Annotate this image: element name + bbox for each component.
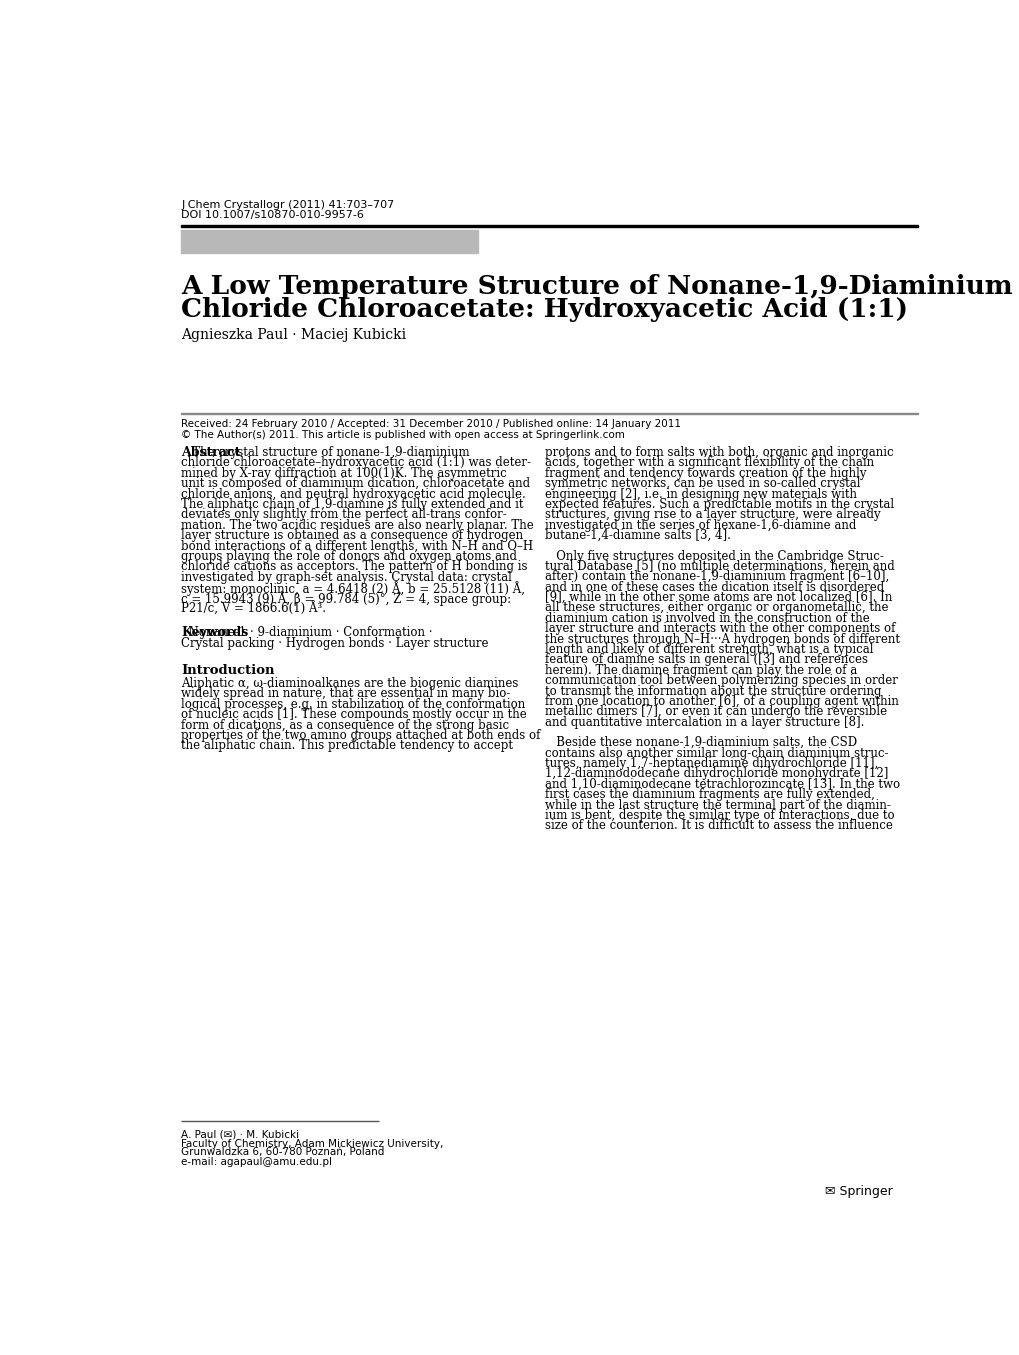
Text: the aliphatic chain. This predictable tendency to accept: the aliphatic chain. This predictable te… — [181, 740, 513, 752]
Text: DOI 10.1007/s10870-010-9957-6: DOI 10.1007/s10870-010-9957-6 — [181, 210, 364, 221]
Text: the structures through N–H···A hydrogen bonds of different: the structures through N–H···A hydrogen … — [544, 633, 899, 646]
Text: bond interactions of a different lengths, with N–H and O–H: bond interactions of a different lengths… — [181, 539, 533, 553]
Text: of nucleic acids [1]. These compounds mostly occur in the: of nucleic acids [1]. These compounds mo… — [181, 709, 527, 721]
Text: Grunwaldzka 6, 60-780 Poznań, Poland: Grunwaldzka 6, 60-780 Poznań, Poland — [181, 1148, 384, 1157]
Text: c = 15.9943 (9) Å, β = 99.784 (5)°, Z = 4, space group:: c = 15.9943 (9) Å, β = 99.784 (5)°, Z = … — [181, 592, 511, 607]
Text: acids, together with a significant flexibility of the chain: acids, together with a significant flexi… — [544, 457, 873, 469]
Text: ORIGINAL PAPER: ORIGINAL PAPER — [193, 233, 289, 245]
Text: symmetric networks, can be used in so-called crystal: symmetric networks, can be used in so-ca… — [544, 477, 860, 491]
Text: chloride cations as acceptors. The pattern of H bonding is: chloride cations as acceptors. The patte… — [181, 561, 527, 573]
Text: and in one of these cases the dication itself is disordered: and in one of these cases the dication i… — [544, 581, 883, 593]
Text: A Low Temperature Structure of Nonane-1,9-Diaminium: A Low Temperature Structure of Nonane-1,… — [181, 274, 1012, 299]
Text: Crystal packing · Hydrogen bonds · Layer structure: Crystal packing · Hydrogen bonds · Layer… — [181, 637, 488, 649]
Text: logical processes, e.g. in stabilization of the conformation: logical processes, e.g. in stabilization… — [181, 698, 525, 711]
Text: Keywords: Keywords — [181, 626, 249, 640]
Text: tures, namely 1,7-heptanediamine dihydrochloride [11],: tures, namely 1,7-heptanediamine dihydro… — [544, 757, 877, 770]
Text: Only five structures deposited in the Cambridge Struc-: Only five structures deposited in the Ca… — [544, 550, 882, 562]
Text: contains also another similar long-chain diaminium struc-: contains also another similar long-chain… — [544, 747, 888, 760]
Text: Agnieszka Paul · Maciej Kubicki: Agnieszka Paul · Maciej Kubicki — [181, 328, 406, 343]
Text: all these structures, either organic or organometallic, the: all these structures, either organic or … — [544, 602, 888, 615]
Text: P21/c, V = 1866.6(1) Å³.: P21/c, V = 1866.6(1) Å³. — [181, 602, 326, 617]
Text: tural Database [5] (no multiple determinations, herein and: tural Database [5] (no multiple determin… — [544, 560, 894, 573]
Text: Chloride Chloroacetate: Hydroxyacetic Acid (1:1): Chloride Chloroacetate: Hydroxyacetic Ac… — [181, 297, 907, 322]
Text: chloride chloroacetate–hydroxyacetic acid (1:1) was deter-: chloride chloroacetate–hydroxyacetic aci… — [181, 457, 531, 469]
Text: first cases the diaminium fragments are fully extended,: first cases the diaminium fragments are … — [544, 789, 874, 801]
Text: © The Author(s) 2011. This article is published with open access at Springerlink: © The Author(s) 2011. This article is pu… — [181, 430, 625, 440]
Text: ium is bent, despite the similar type of interactions, due to: ium is bent, despite the similar type of… — [544, 809, 894, 822]
Bar — [181, 230, 477, 253]
Text: ✉ Springer: ✉ Springer — [824, 1186, 892, 1198]
Text: diaminium cation is involved in the construction of the: diaminium cation is involved in the cons… — [544, 612, 869, 625]
Text: and 1,10-diaminodecane tetrachlorozincate [13]. In the two: and 1,10-diaminodecane tetrachlorozincat… — [544, 778, 899, 791]
Text: to transmit the information about the structure ordering: to transmit the information about the st… — [544, 684, 880, 698]
Text: widely spread in nature, that are essential in many bio-: widely spread in nature, that are essent… — [181, 687, 511, 701]
Text: feature of diamine salts in general ([3] and references: feature of diamine salts in general ([3]… — [544, 653, 867, 667]
Text: J Chem Crystallogr (2011) 41:703–707: J Chem Crystallogr (2011) 41:703–707 — [181, 199, 394, 210]
Text: Aliphatic α, ω-diaminoalkanes are the biogenic diamines: Aliphatic α, ω-diaminoalkanes are the bi… — [181, 678, 518, 690]
Text: Abstract: Abstract — [181, 446, 240, 459]
Text: The crystal structure of nonane-1,9-diaminium: The crystal structure of nonane-1,9-diam… — [181, 446, 470, 459]
Text: communication tool between polymerizing species in order: communication tool between polymerizing … — [544, 675, 897, 687]
Text: metallic dimers [7], or even it can undergo the reversible: metallic dimers [7], or even it can unde… — [544, 706, 887, 718]
Text: mation. The two acidic residues are also nearly planar. The: mation. The two acidic residues are also… — [181, 519, 534, 531]
Text: size of the counterion. It is difficult to assess the influence: size of the counterion. It is difficult … — [544, 820, 892, 832]
Text: deviates only slightly from the perfect all-trans confor-: deviates only slightly from the perfect … — [181, 508, 506, 522]
Text: A. Paul (✉) · M. Kubicki: A. Paul (✉) · M. Kubicki — [181, 1130, 300, 1140]
Bar — [181, 225, 917, 228]
Text: e-mail: agapaul@amu.edu.pl: e-mail: agapaul@amu.edu.pl — [181, 1157, 332, 1167]
Text: while in the last structure the terminal part of the diamin-: while in the last structure the terminal… — [544, 798, 890, 812]
Text: Faculty of Chemistry, Adam Mickiewicz University,: Faculty of Chemistry, Adam Mickiewicz Un… — [181, 1140, 443, 1149]
Text: engineering [2], i.e. in designing new materials with: engineering [2], i.e. in designing new m… — [544, 488, 856, 500]
Text: 1,12-diaminododecane dihydrochloride monohydrate [12]: 1,12-diaminododecane dihydrochloride mon… — [544, 767, 888, 780]
Text: fragment and tendency towards creation of the highly: fragment and tendency towards creation o… — [544, 466, 865, 480]
Text: chloride anions, and neutral hydroxyacetic acid molecule.: chloride anions, and neutral hydroxyacet… — [181, 488, 526, 500]
Text: structures, giving rise to a layer structure, were already: structures, giving rise to a layer struc… — [544, 508, 879, 522]
Text: [9], while in the other some atoms are not localized [6]. In: [9], while in the other some atoms are n… — [544, 591, 892, 604]
Text: length and likely of different strength, what is a typical: length and likely of different strength,… — [544, 644, 872, 656]
Text: herein). The diamine fragment can play the role of a: herein). The diamine fragment can play t… — [544, 664, 856, 678]
Text: Introduction: Introduction — [181, 664, 274, 678]
Text: unit is composed of diaminium dication, chloroacetate and: unit is composed of diaminium dication, … — [181, 477, 530, 491]
Text: layer structure and interacts with the other components of: layer structure and interacts with the o… — [544, 622, 895, 635]
Text: expected features. Such a predictable motifs in the crystal: expected features. Such a predictable mo… — [544, 497, 893, 511]
Text: Received: 24 February 2010 / Accepted: 31 December 2010 / Published online: 14 J: Received: 24 February 2010 / Accepted: 3… — [181, 419, 681, 430]
Text: layer structure is obtained as a consequence of hydrogen: layer structure is obtained as a consequ… — [181, 528, 523, 542]
Text: from one location to another [6], of a coupling agent within: from one location to another [6], of a c… — [544, 695, 898, 709]
Text: Beside these nonane-1,9-diaminium salts, the CSD: Beside these nonane-1,9-diaminium salts,… — [544, 736, 856, 749]
Text: form of dications, as a consequence of the strong basic: form of dications, as a consequence of t… — [181, 718, 508, 732]
Text: Nonane-1 · 9-diaminium · Conformation ·: Nonane-1 · 9-diaminium · Conformation · — [181, 626, 432, 640]
Text: butane-1,4-diamine salts [3, 4].: butane-1,4-diamine salts [3, 4]. — [544, 528, 730, 542]
Text: investigated in the series of hexane-1,6-diamine and: investigated in the series of hexane-1,6… — [544, 519, 855, 531]
Text: mined by X-ray diffraction at 100(1)K. The asymmetric: mined by X-ray diffraction at 100(1)K. T… — [181, 466, 506, 480]
Text: The aliphatic chain of 1,9-diamine is fully extended and it: The aliphatic chain of 1,9-diamine is fu… — [181, 497, 523, 511]
Text: after) contain the nonane-1,9-diaminium fragment [6–10],: after) contain the nonane-1,9-diaminium … — [544, 570, 889, 583]
Text: system: monoclinic, a = 4.6418 (2) Å, b = 25.5128 (11) Å,: system: monoclinic, a = 4.6418 (2) Å, b … — [181, 581, 525, 596]
Text: investigated by graph-set analysis. Crystal data: crystal: investigated by graph-set analysis. Crys… — [181, 570, 512, 584]
Text: properties of the two amino groups attached at both ends of: properties of the two amino groups attac… — [181, 729, 540, 743]
Text: groups playing the role of donors and oxygen atoms and: groups playing the role of donors and ox… — [181, 550, 517, 562]
Text: protons and to form salts with both, organic and inorganic: protons and to form salts with both, org… — [544, 446, 893, 459]
Text: and quantitative intercalation in a layer structure [8].: and quantitative intercalation in a laye… — [544, 715, 863, 729]
